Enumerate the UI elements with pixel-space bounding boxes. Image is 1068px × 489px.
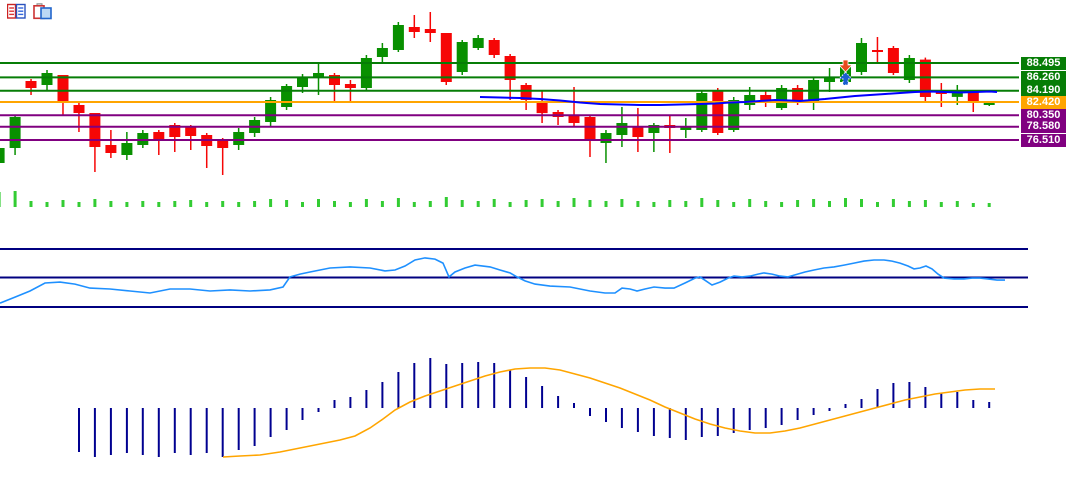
buy-arrow-icon: [837, 71, 854, 86]
oscillator-line: [0, 257, 1005, 304]
account-journal-icon[interactable]: [6, 3, 26, 20]
moving-average-line: [479, 90, 998, 106]
macd-signal-line: [222, 367, 995, 458]
oscillator-pane: [0, 248, 1028, 308]
chart-toolbar: [6, 3, 52, 20]
sell-arrow-icon: [838, 59, 853, 73]
volume-series: [0, 191, 991, 207]
macd-histogram: [78, 358, 991, 457]
chart-copy-icon[interactable]: [33, 3, 52, 20]
trade-marker: [837, 59, 854, 86]
candlestick-series: [0, 12, 995, 175]
